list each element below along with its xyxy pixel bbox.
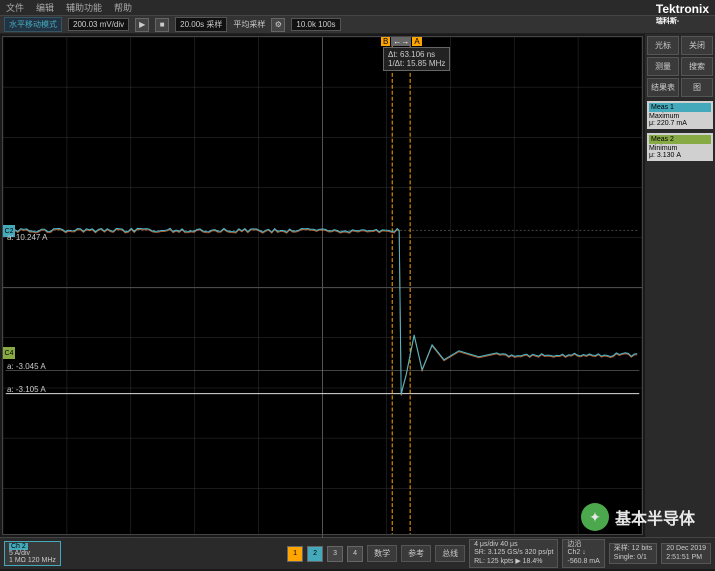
acq-line1: 采样: 12 bits bbox=[614, 545, 653, 553]
wechat-icon: ✦ bbox=[581, 503, 609, 531]
menu-edit[interactable]: 编辑 bbox=[36, 1, 54, 14]
waveform-trace bbox=[3, 37, 642, 534]
stop-icon[interactable]: ■ bbox=[155, 18, 169, 32]
play-icon[interactable]: ▶ bbox=[135, 18, 149, 32]
meas1-name: Maximum bbox=[649, 113, 711, 120]
watermark-text: 基本半导体 bbox=[615, 505, 695, 529]
cursor-tags: B ←→ A bbox=[381, 37, 422, 46]
trig-line1: 边沿 bbox=[567, 541, 599, 549]
ref-button[interactable]: 参考 bbox=[401, 545, 431, 562]
rate-field[interactable]: 10.0k 100s bbox=[291, 18, 340, 31]
ch-bw: 120 MHz bbox=[28, 557, 56, 564]
menubar: 文件 编辑 辅助功能 帮助 bbox=[0, 0, 715, 16]
config-icon[interactable]: ⚙ bbox=[271, 18, 285, 32]
meas2-value: μ: 3.130 A bbox=[649, 152, 711, 159]
toolbar: 水平移动模式 200.03 mV/div ▶ ■ 20.00s 采样 平均采样 … bbox=[0, 16, 715, 34]
trigger-info[interactable]: 边沿 Ch2 ↓ -560.8 mA bbox=[562, 539, 604, 568]
rate-label: 平均采样 bbox=[233, 19, 265, 30]
cursor-readout: Δt: 63.106 ns 1/Δt: 15.85 MHz bbox=[383, 47, 450, 71]
horiz-line2: SR: 3.125 GS/s 320 ps/pt bbox=[474, 549, 553, 557]
ch2-button[interactable]: 2 bbox=[307, 546, 323, 562]
watermark: ✦ 基本半导体 bbox=[581, 503, 695, 531]
menu-help[interactable]: 帮助 bbox=[114, 1, 132, 14]
marker-b: a: -3.045 A bbox=[7, 362, 46, 371]
measure-button[interactable]: 测量 bbox=[647, 57, 679, 76]
horizontal-info[interactable]: 4 μs/div 40 μs SR: 3.125 GS/s 320 ps/pt … bbox=[469, 539, 558, 568]
bottom-bar: Ch 2 5 A/div 1 MΩ 120 MHz 1 2 3 4 数学 参考 … bbox=[0, 537, 715, 569]
horiz-line1: 4 μs/div 40 μs bbox=[474, 541, 553, 549]
math-button[interactable]: 数学 bbox=[367, 545, 397, 562]
meas1-title: Meas 1 bbox=[649, 103, 711, 112]
meas1-value: μ: 220.7 mA bbox=[649, 120, 711, 127]
marker-c: a: -3.105 A bbox=[7, 385, 46, 394]
time-value: 2:51:51 PM bbox=[666, 554, 706, 562]
ch-scale: 5 A/div bbox=[9, 550, 30, 557]
datetime-info: 20 Dec 2019 2:51:51 PM bbox=[661, 543, 711, 564]
ch4-flag[interactable]: C4 bbox=[3, 347, 15, 359]
mode-label[interactable]: 水平移动模式 bbox=[4, 17, 62, 32]
date-value: 20 Dec 2019 bbox=[666, 545, 706, 553]
plot-button[interactable]: 图 bbox=[681, 78, 713, 97]
cursor-tag-a[interactable]: A bbox=[412, 37, 421, 46]
cursor-tag-arrows: ←→ bbox=[391, 37, 411, 46]
time-field[interactable]: 20.00s 采样 bbox=[175, 17, 227, 32]
brand-subtitle: 瑞科斯- bbox=[656, 16, 709, 26]
horiz-line3: RL: 125 kpts ▶ 18.4% bbox=[474, 558, 553, 566]
brand-name: Tektronix bbox=[656, 2, 709, 16]
channel-info[interactable]: Ch 2 5 A/div 1 MΩ 120 MHz bbox=[4, 541, 61, 566]
cursor-freq: 1/Δt: 15.85 MHz bbox=[388, 59, 445, 68]
trig-line2: Ch2 ↓ bbox=[567, 549, 599, 557]
scale-field[interactable]: 200.03 mV/div bbox=[68, 18, 129, 31]
meas1-box[interactable]: Meas 1 Maximum μ: 220.7 mA bbox=[647, 101, 713, 129]
bus-button[interactable]: 总线 bbox=[435, 545, 465, 562]
main-area: B ←→ A Δt: 63.106 ns 1/Δt: 15.85 MHz C2 … bbox=[0, 34, 715, 537]
marker-a: a: 10.247 A bbox=[7, 233, 47, 242]
menu-file[interactable]: 文件 bbox=[6, 1, 24, 14]
brand-logo: Tektronix 瑞科斯- bbox=[656, 2, 709, 26]
ch4-button[interactable]: 4 bbox=[347, 546, 363, 562]
acq-line2: Single: 0/1 bbox=[614, 554, 653, 562]
meas2-box[interactable]: Meas 2 Minimum μ: 3.130 A bbox=[647, 133, 713, 161]
cursor-dt: Δt: 63.106 ns bbox=[388, 50, 445, 59]
ch3-button[interactable]: 3 bbox=[327, 546, 343, 562]
meas2-name: Minimum bbox=[649, 145, 711, 152]
ch-impedance: 1 MΩ bbox=[9, 557, 26, 564]
menu-utility[interactable]: 辅助功能 bbox=[66, 1, 102, 14]
results-button[interactable]: 结果表 bbox=[647, 78, 679, 97]
acquisition-info[interactable]: 采样: 12 bits Single: 0/1 bbox=[609, 543, 658, 564]
cursor-tag-b[interactable]: B bbox=[381, 37, 390, 46]
trig-line3: -560.8 mA bbox=[567, 558, 599, 566]
meas2-title: Meas 2 bbox=[649, 135, 711, 144]
cursor-button[interactable]: 光标 bbox=[647, 36, 679, 55]
search-button[interactable]: 搜索 bbox=[681, 57, 713, 76]
plot-area[interactable]: B ←→ A Δt: 63.106 ns 1/Δt: 15.85 MHz C2 … bbox=[2, 36, 643, 535]
ch-header: Ch 2 bbox=[9, 543, 28, 550]
side-panel: 光标 关闭 测量 搜索 结果表 图 Meas 1 Maximum μ: 220.… bbox=[645, 34, 715, 537]
close-button[interactable]: 关闭 bbox=[681, 36, 713, 55]
ch1-button[interactable]: 1 bbox=[287, 546, 303, 562]
